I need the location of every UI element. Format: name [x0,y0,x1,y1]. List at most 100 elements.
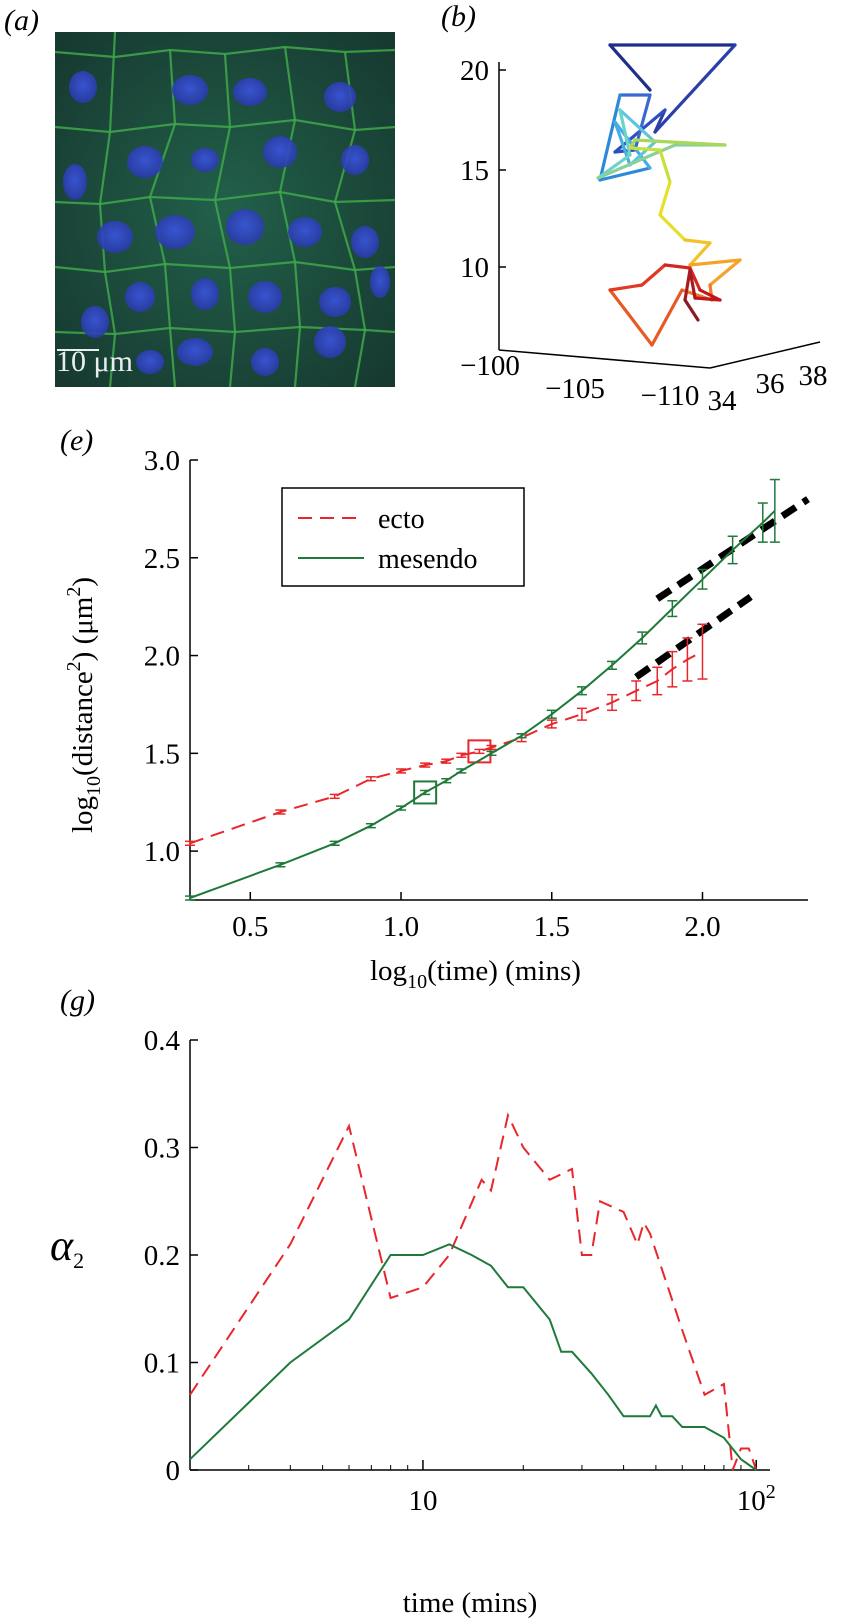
alpha2-axes: 0 0.1 0.2 0.3 0.4 10 102 [144,1025,776,1517]
trajectory-segment [608,43,652,92]
nucleus [319,287,351,317]
x-tick-label: 10 [408,1485,437,1517]
y-tick-label: 2.5 [144,543,180,575]
trajectory-plot: 20 15 10 −100 −105 −110 34 36 38 [460,43,828,417]
trajectory-segment [683,268,692,302]
trajectory-segment [693,296,722,302]
nucleus [263,136,297,168]
trajectory-segment [683,298,700,322]
msd-legend: ecto mesendo [281,487,525,587]
trajectory-path [596,43,742,347]
trajectory-segment [596,143,677,180]
trajectory-segment [653,43,737,134]
cell-membrane [333,51,367,387]
z-tick-label: 10 [460,252,489,284]
y-tick-label: 0.2 [144,1240,180,1272]
trajectory-tick-labels: 20 15 10 −100 −105 −110 34 36 38 [460,55,828,417]
nucleus [370,266,390,298]
legend-label-ecto: ecto [378,504,425,535]
msd-axes: 1.0 1.5 2.0 2.5 3.0 0.5 1.0 1.5 2.0 [144,445,808,943]
x-tick-label: 1.5 [534,911,570,943]
y-tick-label: 34 [708,385,738,417]
y-tick-label: 0.3 [144,1133,180,1165]
nucleus [314,326,346,358]
y-tick-label: 38 [799,360,828,392]
cell-membrane [213,53,237,387]
nucleus [125,282,155,312]
nucleus [191,148,219,172]
y-tick-label: 1.0 [144,836,180,868]
x-tick-label: −100 [460,350,520,382]
trajectory-segment [658,213,687,242]
z-tick-label: 15 [460,155,489,187]
y-tick-label: 0 [166,1455,181,1487]
nucleus [81,306,109,338]
trajectory-segment [608,288,654,347]
trajectory-segment [608,283,644,292]
panel-label-e: (e) [60,424,94,457]
cell-membrane-drawing [55,32,395,387]
y-tick-label: 2.0 [144,641,180,673]
y-tick-label: 0.4 [144,1025,181,1057]
scale-bar [57,349,99,351]
nucleus [191,278,219,310]
msd-chart: 1.0 1.5 2.0 2.5 3.0 0.5 1.0 1.5 2.0 ecto mesendo… [63,445,810,990]
nucleus [177,338,213,366]
panel-label-a: (a) [4,4,39,37]
trajectory-segment [633,138,727,147]
msd-ylabel: log10(distance2) (μm2) [63,577,105,833]
nucleus [172,75,208,105]
trajectory-segment [658,180,672,217]
nucleus [226,209,264,245]
y-tick-label: 0.1 [144,1348,180,1380]
panel-label-g: (g) [60,984,95,1017]
nucleus [136,350,164,374]
trajectory-segment [688,241,712,267]
panel-label-b: (b) [441,0,476,33]
trajectory-segment [618,108,632,157]
legend-box [281,487,525,587]
microscopy-image [55,32,395,387]
cell-membrane [278,46,302,387]
trajectory-axes [498,62,821,369]
series-line-ecto [189,650,703,845]
alpha2-chart: 0 0.1 0.2 0.3 0.4 10 102 α2 time (mins) [50,1025,776,1619]
nucleus [69,71,97,103]
trajectory-segment [653,108,667,134]
alpha2-xlabel: time (mins) [403,1587,538,1619]
nucleus [251,348,279,376]
trajectory-segment [688,258,742,267]
nucleus [233,78,267,106]
x-tick-label: 1.0 [383,911,419,943]
msd-series [185,478,810,901]
trajectory-segment [658,148,672,184]
nucleus [324,82,356,112]
x-tick-label: −105 [545,373,605,405]
nucleus [248,281,282,313]
x-tick-label: 0.5 [232,911,268,943]
nucleus [155,215,195,249]
trajectory-segment [640,263,667,287]
x-tick-label: 2.0 [684,911,720,943]
y-tick-label: 3.0 [144,445,180,477]
z-tick-label: 20 [460,55,489,87]
trajectory-segment [663,263,692,270]
alpha2-series [189,1112,758,1471]
nucleus [351,226,379,258]
y-tick-label: 1.5 [144,738,180,770]
trajectory-segment [628,146,662,152]
trajectory-segment [598,93,622,182]
nucleus [127,146,163,178]
trajectory-segment [683,238,712,245]
series-line-mesendo [189,1243,757,1471]
trajectory-segment [598,166,652,182]
nucleus [288,217,322,247]
nucleus [97,221,133,253]
trajectory-segment [618,108,657,144]
nucleus [63,164,87,200]
trajectory-segment [708,258,742,287]
trajectory-segment [650,288,684,347]
crossover-marker-mesendo [413,780,438,805]
msd-xlabel: log10(time) (mins) [370,955,581,990]
nucleus [341,145,369,175]
